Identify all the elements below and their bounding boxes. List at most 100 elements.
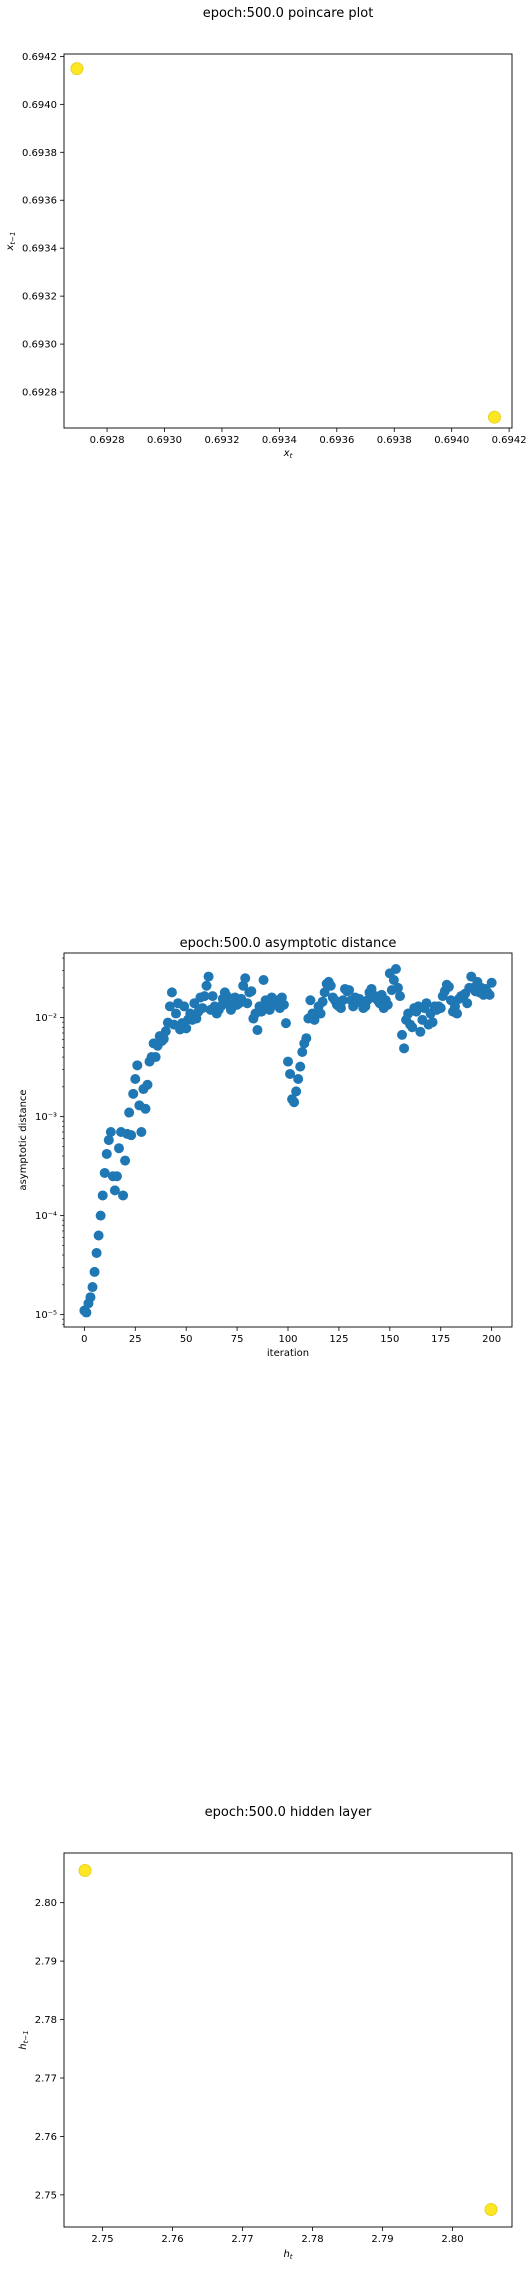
y-tick-label: 0.6938 xyxy=(22,148,57,159)
x-tick-label: 125 xyxy=(329,1334,348,1345)
data-point xyxy=(278,999,289,1010)
plot-frame xyxy=(63,53,513,429)
data-point xyxy=(164,1001,175,1012)
data-point xyxy=(407,1022,418,1033)
data-point xyxy=(319,987,330,998)
x-axis-label: iteration xyxy=(267,1348,309,1359)
y-tick-label: 10⁻⁴ xyxy=(35,1211,57,1222)
y-tick-label: 0.6942 xyxy=(22,52,57,63)
data-point xyxy=(238,980,249,991)
y-axis-label: ht−1 xyxy=(18,2030,30,2049)
x-tick-label: 2.78 xyxy=(301,2234,323,2245)
x-tick-label: 0.6938 xyxy=(377,435,412,446)
x-tick-label: 2.80 xyxy=(441,2234,463,2245)
data-point xyxy=(242,998,253,1009)
y-tick-label: 2.78 xyxy=(35,2015,57,2026)
data-point xyxy=(207,991,218,1002)
y-axis-label-sub: t−1 xyxy=(9,232,17,245)
x-tick-label: 175 xyxy=(431,1334,450,1345)
poincare-plot-chart: epoch:500.0 poincare plot 0.6928 0.6930 0.… xyxy=(5,6,527,460)
x-axis-label-sub: t xyxy=(290,2253,293,2261)
scatter-points xyxy=(79,964,497,1318)
x-axis-label: xt xyxy=(283,448,293,460)
data-point xyxy=(315,1008,326,1019)
data-point xyxy=(435,1003,446,1014)
y-tick-label: 0.6930 xyxy=(22,340,57,351)
x-tick-label: 0.6932 xyxy=(204,435,239,446)
y-axis-label: xt−1 xyxy=(5,232,17,252)
x-tick-label: 0.6930 xyxy=(147,435,182,446)
data-point xyxy=(246,986,257,997)
data-point xyxy=(105,1126,116,1137)
data-point xyxy=(462,998,473,1009)
data-point xyxy=(399,1043,410,1054)
x-axis-ticks: 0.6928 0.6930 0.6932 0.6934 0.6936 0.6938 0.69… xyxy=(90,428,527,446)
y-tick-label: 10⁻² xyxy=(35,1013,57,1024)
x-axis-label-sub: t xyxy=(290,452,293,460)
y-tick-label: 0.6940 xyxy=(22,100,57,111)
data-point xyxy=(256,1006,267,1017)
x-tick-label: 75 xyxy=(231,1334,244,1345)
x-tick-label: 2.75 xyxy=(91,2234,113,2245)
data-point xyxy=(484,2202,498,2216)
y-axis-ticks: 10⁻⁵ 10⁻⁴ 10⁻³ 10⁻² xyxy=(35,957,64,1325)
data-point xyxy=(126,1130,137,1141)
data-point xyxy=(252,1025,263,1036)
y-axis-label-main: h xyxy=(18,2043,29,2049)
y-tick-label: 10⁻⁵ xyxy=(35,1310,57,1321)
data-point xyxy=(382,999,393,1010)
data-point xyxy=(415,1026,426,1037)
data-point xyxy=(203,971,214,982)
y-axis-ticks: 2.75 2.76 2.77 2.78 2.79 2.80 xyxy=(35,1898,64,2201)
data-point xyxy=(78,1864,92,1878)
x-tick-label: 0.6936 xyxy=(319,435,354,446)
scatter-points xyxy=(78,1864,498,2216)
data-point xyxy=(181,1023,192,1034)
data-point xyxy=(443,981,454,992)
data-point xyxy=(297,1046,308,1057)
x-axis-ticks: 0 25 50 75 100 125 150 175 200 xyxy=(81,1327,501,1345)
data-point xyxy=(452,1008,463,1019)
data-point xyxy=(118,1190,129,1201)
x-axis-ticks: 2.75 2.76 2.77 2.78 2.79 2.80 xyxy=(91,2227,464,2245)
data-point xyxy=(397,1029,408,1040)
scatter-points xyxy=(70,62,501,424)
data-point xyxy=(258,975,269,986)
data-point xyxy=(215,1001,226,1012)
x-axis-label: ht xyxy=(283,2249,292,2261)
y-tick-label: 2.79 xyxy=(35,1957,57,1968)
data-point xyxy=(87,1282,98,1293)
plot-frame xyxy=(63,1852,513,2228)
data-point xyxy=(295,1061,306,1072)
x-tick-label: 2.77 xyxy=(231,2234,253,2245)
y-axis-ticks: 0.6928 0.6930 0.6932 0.6934 0.6936 0.6938 0.69… xyxy=(22,52,64,399)
data-point xyxy=(103,1135,114,1146)
data-point xyxy=(197,1003,208,1014)
y-tick-label: 0.6928 xyxy=(22,388,57,399)
x-tick-label: 0.6928 xyxy=(90,435,125,446)
data-point xyxy=(427,1017,438,1028)
data-point xyxy=(317,996,328,1007)
data-point xyxy=(291,1086,302,1097)
x-tick-label: 0.6940 xyxy=(434,435,469,446)
x-tick-label: 0.6942 xyxy=(492,435,527,446)
data-point xyxy=(97,1190,108,1201)
x-axis-label-main: h xyxy=(283,2249,289,2260)
data-point xyxy=(101,1148,112,1159)
y-tick-label: 0.6932 xyxy=(22,292,57,303)
y-tick-label: 0.6936 xyxy=(22,196,57,207)
data-point xyxy=(240,973,251,984)
x-tick-label: 0.6934 xyxy=(262,435,297,446)
data-point xyxy=(91,1247,102,1258)
chart-title: epoch:500.0 asymptotic distance xyxy=(180,936,397,951)
data-point xyxy=(280,1018,291,1029)
data-point xyxy=(124,1107,135,1118)
y-axis-label: asymptotic distance xyxy=(18,1089,29,1190)
x-tick-label: 50 xyxy=(180,1334,193,1345)
x-tick-label: 0 xyxy=(81,1334,87,1345)
y-tick-label: 2.76 xyxy=(35,2132,57,2143)
data-point xyxy=(337,995,348,1006)
data-point xyxy=(130,1074,141,1085)
data-point xyxy=(70,62,84,76)
data-point xyxy=(301,1033,312,1044)
